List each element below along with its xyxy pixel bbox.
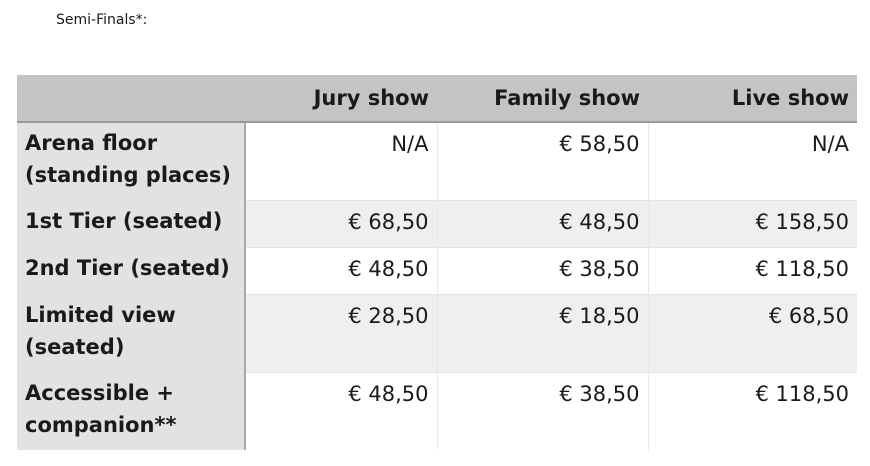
header-corner bbox=[17, 75, 245, 123]
price-cell: € 48,50 bbox=[244, 371, 437, 450]
price-cell: € 38,50 bbox=[436, 371, 648, 450]
table-row: Arena floor (standing places) N/A € 58,5… bbox=[17, 121, 857, 200]
price-cell: € 58,50 bbox=[436, 121, 648, 200]
header-jury-show: Jury show bbox=[245, 75, 437, 123]
row-label: Limited view (seated) bbox=[17, 293, 246, 372]
price-cell: € 118,50 bbox=[647, 371, 857, 450]
price-cell: € 158,50 bbox=[647, 199, 857, 247]
table-row: Accessible + companion** € 48,50 € 38,50… bbox=[17, 371, 857, 450]
section-title: Semi-Finals*: bbox=[56, 12, 148, 28]
header-live-show: Live show bbox=[648, 75, 857, 123]
row-label: Accessible + companion** bbox=[17, 371, 246, 450]
price-cell: € 48,50 bbox=[436, 199, 648, 247]
row-label: 2nd Tier (seated) bbox=[17, 246, 246, 294]
price-cell: N/A bbox=[647, 121, 857, 200]
price-cell: € 118,50 bbox=[647, 246, 857, 294]
price-cell: € 68,50 bbox=[647, 293, 857, 372]
price-cell: € 48,50 bbox=[244, 246, 437, 294]
table-row: Limited view (seated) € 28,50 € 18,50 € … bbox=[17, 293, 857, 372]
price-cell: € 68,50 bbox=[244, 199, 437, 247]
header-row: Jury show Family show Live show bbox=[17, 75, 857, 123]
price-cell: € 18,50 bbox=[436, 293, 648, 372]
table-row: 1st Tier (seated) € 68,50 € 48,50 € 158,… bbox=[17, 199, 857, 247]
price-cell: N/A bbox=[244, 121, 437, 200]
table-row: 2nd Tier (seated) € 48,50 € 38,50 € 118,… bbox=[17, 246, 857, 294]
price-table: Jury show Family show Live show Arena fl… bbox=[17, 75, 857, 450]
row-label: 1st Tier (seated) bbox=[17, 199, 246, 247]
header-family-show: Family show bbox=[437, 75, 648, 123]
row-label: Arena floor (standing places) bbox=[17, 121, 246, 200]
price-cell: € 38,50 bbox=[436, 246, 648, 294]
price-cell: € 28,50 bbox=[244, 293, 437, 372]
